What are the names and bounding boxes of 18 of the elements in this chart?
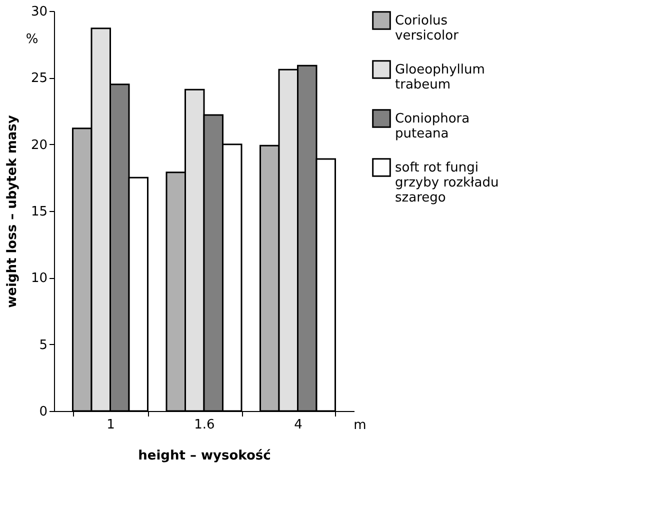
legend-label: soft rot fungi grzyby rozkładu szarego xyxy=(395,160,499,206)
y-tick-label: 10 xyxy=(30,271,48,286)
text: % xyxy=(26,32,38,47)
x-tick-label: 4 xyxy=(294,418,302,432)
y-tick-label: 30 xyxy=(30,4,48,20)
legend-label: Coriolus versicolor xyxy=(395,14,460,44)
x-tick-label: 1 xyxy=(106,418,115,432)
y-tick-label: 5 xyxy=(39,338,48,353)
legend-label: Coniophora puteana xyxy=(395,112,470,142)
y-axis-title: weight loss – ubytek masy xyxy=(4,114,20,308)
x-tick-label: 1.6 xyxy=(194,418,215,432)
y-tick-label: 20 xyxy=(30,138,48,153)
legend-label: Gloeophyllum trabeum xyxy=(395,62,485,92)
text: m xyxy=(354,418,366,433)
y-tick-label: 15 xyxy=(30,204,48,220)
x-axis-title: height – wysokość xyxy=(138,448,272,464)
y-tick-label: 0 xyxy=(39,404,48,420)
y-tick-label: 25 xyxy=(30,71,48,86)
